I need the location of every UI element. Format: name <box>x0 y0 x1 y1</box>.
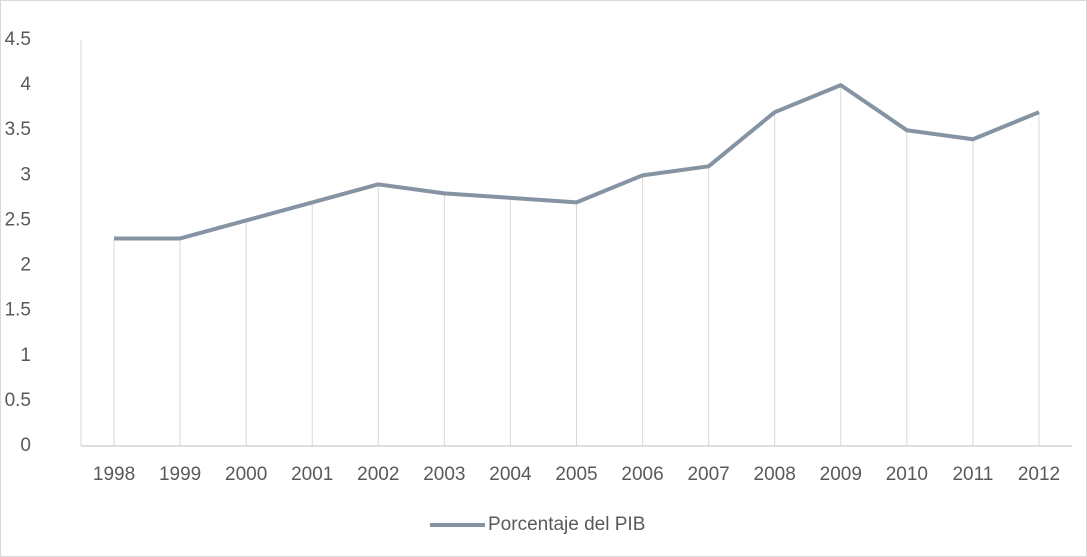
y-tick-label: 2.5 <box>5 209 31 230</box>
x-tick-label: 2002 <box>357 464 399 485</box>
x-tick-label: 1999 <box>159 464 201 485</box>
x-tick-label: 2008 <box>754 464 796 485</box>
x-tick-label: 2001 <box>291 464 333 485</box>
x-tick-label: 2000 <box>225 464 267 485</box>
y-tick-label: 1.5 <box>5 300 31 321</box>
x-tick-label: 2009 <box>820 464 862 485</box>
x-tick-label: 2004 <box>489 464 532 485</box>
y-tick-label: 2 <box>20 255 31 276</box>
x-tick-label: 2005 <box>555 464 597 485</box>
y-tick-label: 1 <box>20 345 31 366</box>
y-tick-label: 3.5 <box>5 119 31 140</box>
x-tick-label: 1998 <box>93 464 135 485</box>
data-line <box>114 83 1040 241</box>
x-tick-label: 2011 <box>952 464 993 485</box>
y-tick-label: 3 <box>20 164 31 185</box>
x-tick-label: 2006 <box>621 464 663 485</box>
x-tick-label: 2007 <box>687 464 729 485</box>
y-tick-label: 0.5 <box>5 390 31 411</box>
y-tick-label: 0 <box>20 435 31 456</box>
x-tick-label: 2012 <box>1018 464 1060 485</box>
y-tick-label: 4 <box>20 74 31 95</box>
x-tick-label: 2010 <box>886 464 928 485</box>
y-tick-label: 4.5 <box>5 29 31 50</box>
x-tick-label: 2003 <box>423 464 465 485</box>
legend-label: Porcentaje del PIB <box>488 514 645 535</box>
